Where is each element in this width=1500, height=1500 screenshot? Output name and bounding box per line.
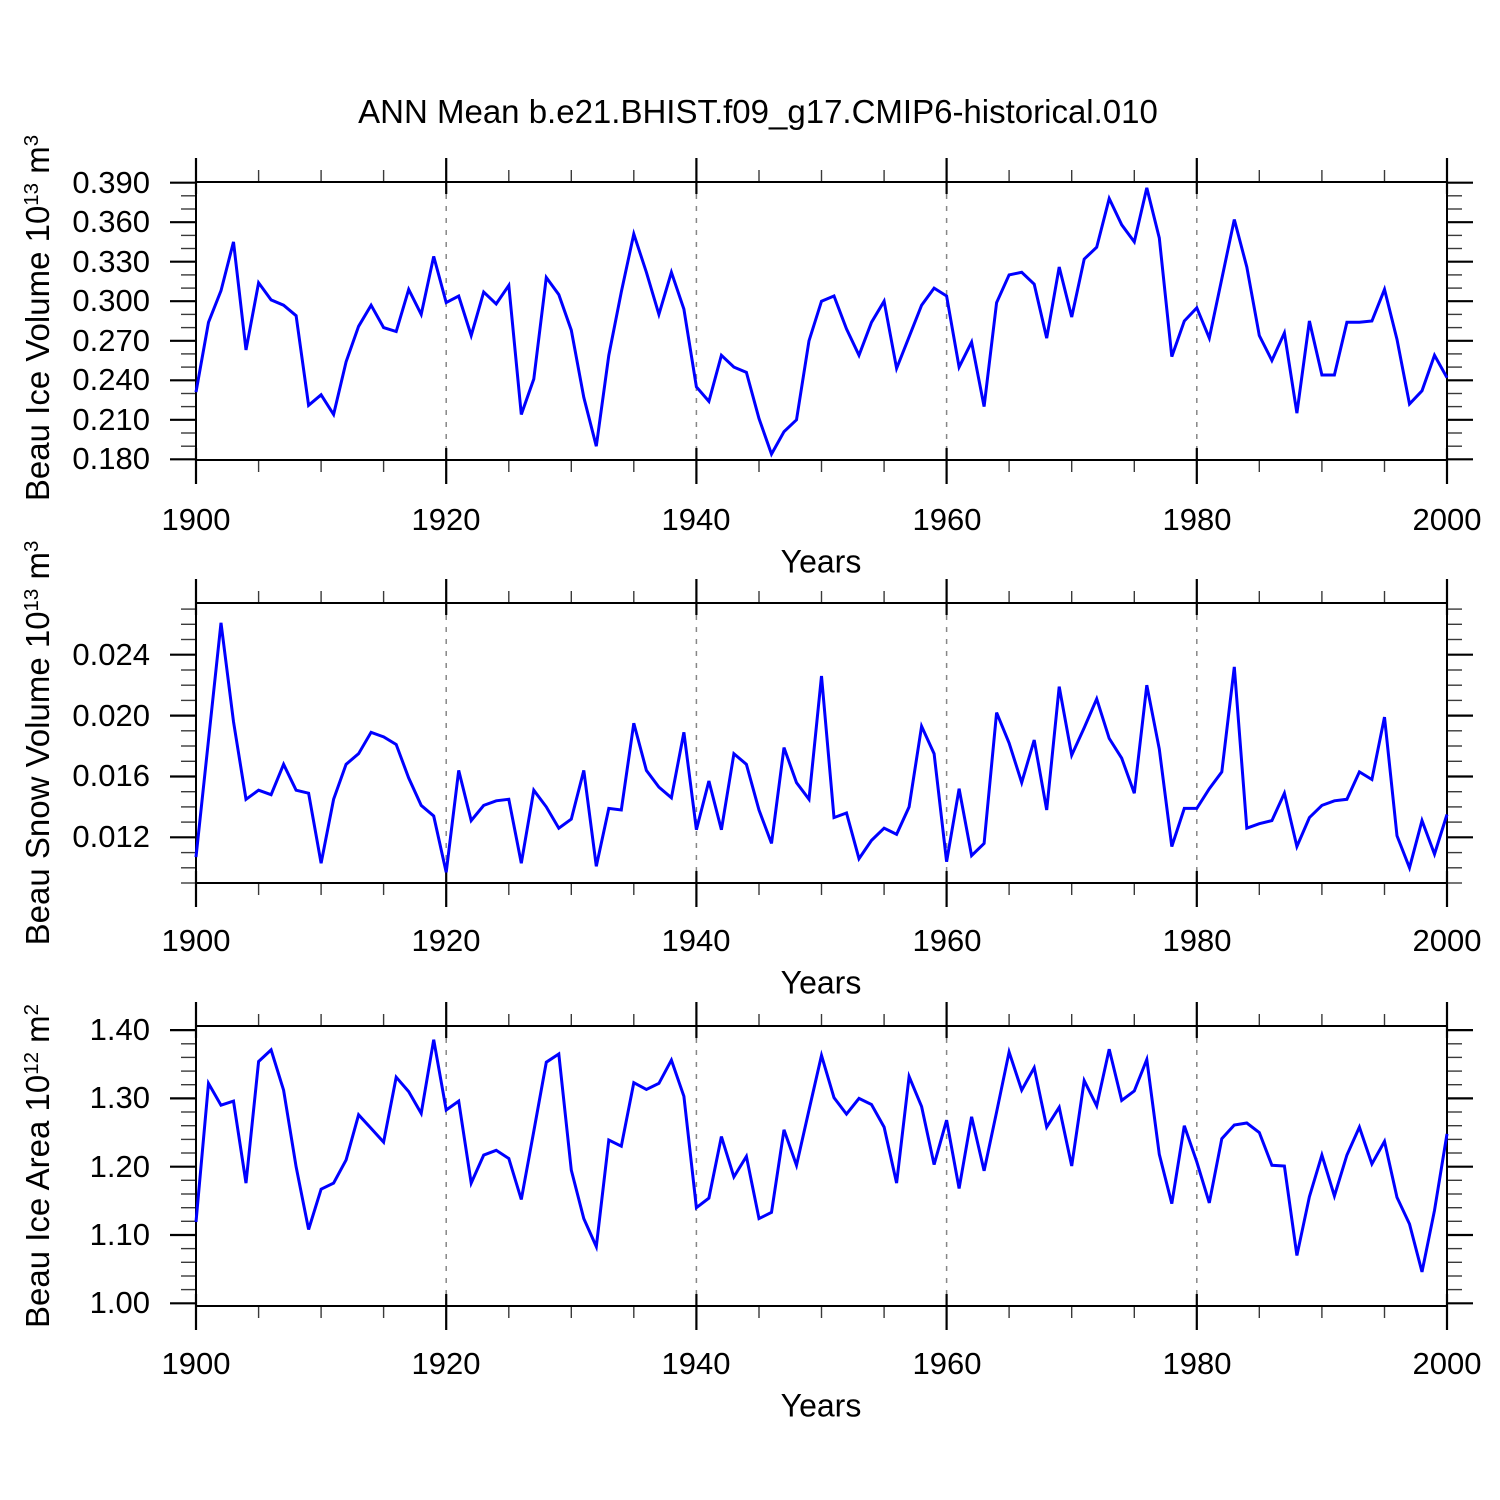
x-tick-label: 1980: [1162, 502, 1232, 537]
x-tick-label: 1940: [661, 1346, 731, 1381]
y-tick-label: 0.330: [72, 244, 150, 279]
series-line-beau-ice-volume: [194, 187, 1449, 458]
x-minor-ticks: [257, 170, 1386, 472]
x-axis-label-top-panel: Years: [780, 543, 862, 580]
plot-box: [195, 602, 1448, 884]
x-tick-label: 1980: [1162, 1346, 1232, 1381]
gridlines: [445, 1026, 1198, 1306]
x-tick-label: 1940: [661, 502, 731, 537]
x-tick-label: 1920: [411, 923, 481, 958]
y-tick-label: 0.180: [72, 441, 150, 476]
y-tick-label: 1.00: [89, 1285, 150, 1320]
panel-beau-snow-volume: [170, 579, 1473, 907]
x-tick-label: 1920: [411, 502, 481, 537]
y-major-ticks: [170, 181, 1473, 461]
x-tick-label: 1920: [411, 1346, 481, 1381]
x-axis-label-middle-panel: Years: [780, 964, 862, 1001]
chart-title: ANN Mean b.e21.BHIST.f09_g17.CMIP6-histo…: [358, 93, 1158, 130]
x-tick-label: 1900: [161, 1346, 231, 1381]
x-tick-label: 1940: [661, 923, 731, 958]
x-tick-label: 1900: [161, 502, 231, 537]
x-tick-label: 1980: [1162, 923, 1232, 958]
x-axis-label-bottom-panel: Years: [780, 1387, 862, 1424]
y-tick-label: 0.270: [72, 323, 150, 358]
x-tick-label: 2000: [1412, 1346, 1482, 1381]
y-minor-ticks: [181, 608, 1462, 884]
y-tick-label: 0.360: [72, 204, 150, 239]
y-minor-ticks: [181, 1043, 1462, 1291]
y-tick-label: 1.30: [89, 1080, 150, 1115]
y-tick-label: 1.10: [89, 1217, 150, 1252]
x-tick-label: 2000: [1412, 502, 1482, 537]
y-tick-label: 0.020: [72, 698, 150, 733]
y-tick-label: 0.390: [72, 165, 150, 200]
gridlines: [445, 603, 1198, 883]
x-major-ticks: [194, 579, 1449, 907]
plot-box: [195, 1025, 1448, 1307]
y-tick-label: 0.210: [72, 402, 150, 437]
x-minor-ticks: [257, 591, 1386, 895]
y-major-ticks: [170, 653, 1473, 839]
x-tick-label: 1960: [912, 502, 982, 537]
series-line-beau-ice-area: [194, 1039, 1449, 1273]
y-tick-label: 1.40: [89, 1012, 150, 1047]
series-line-beau-snow-volume: [194, 622, 1449, 873]
x-tick-label: 1960: [912, 923, 982, 958]
y-tick-label: 0.024: [72, 637, 150, 672]
y-tick-label: 1.20: [89, 1149, 150, 1184]
gridlines: [445, 182, 1198, 460]
plot-box: [195, 181, 1448, 461]
x-tick-label: 2000: [1412, 923, 1482, 958]
panel-beau-ice-volume: [170, 158, 1473, 484]
y-tick-label: 0.300: [72, 283, 150, 318]
x-tick-label: 1900: [161, 923, 231, 958]
panel-beau-ice-area: [170, 1002, 1473, 1330]
x-tick-label: 1960: [912, 1346, 982, 1381]
x-minor-ticks: [257, 1014, 1386, 1318]
y-tick-label: 0.016: [72, 758, 150, 793]
x-major-ticks: [194, 158, 1449, 484]
y-tick-label: 0.240: [72, 362, 150, 397]
y-major-ticks: [170, 1028, 1473, 1305]
y-tick-label: 0.012: [72, 819, 150, 854]
y-minor-ticks: [181, 195, 1462, 447]
